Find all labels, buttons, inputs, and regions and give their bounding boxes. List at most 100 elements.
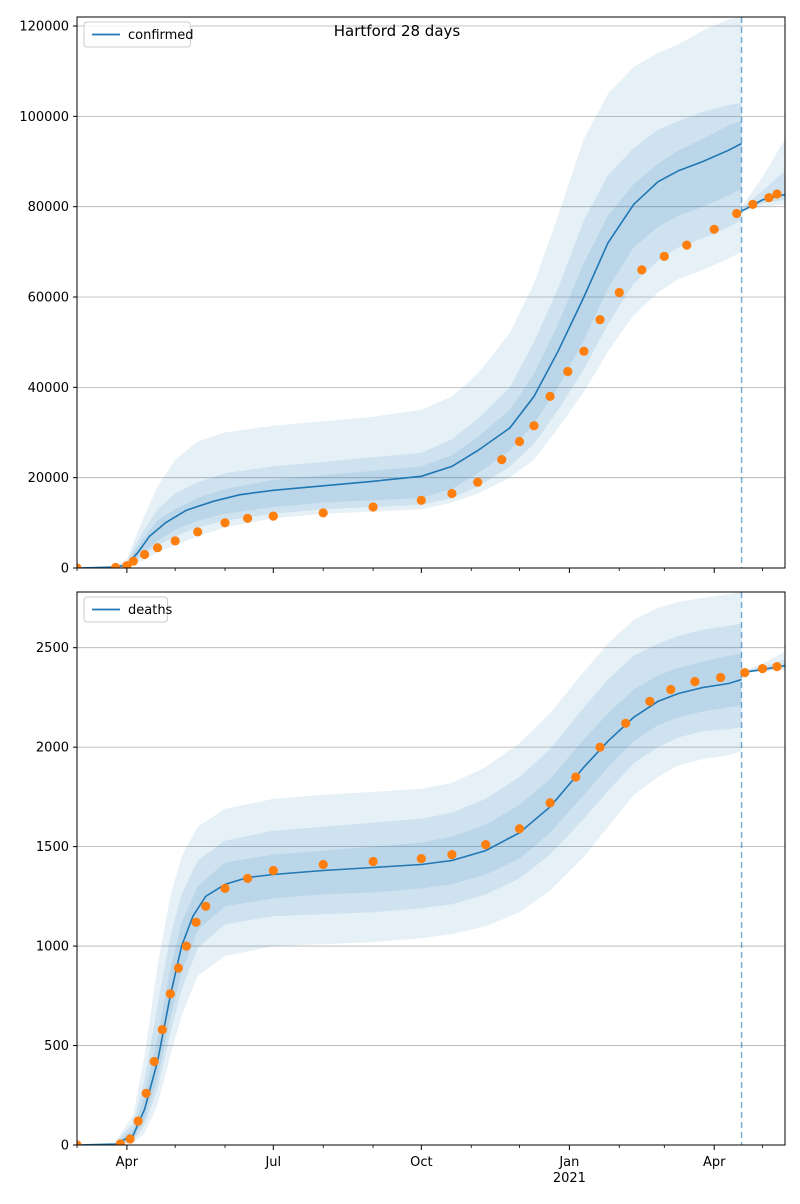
observed-point [152, 543, 163, 553]
observed-point [318, 859, 328, 870]
observed-point [757, 664, 768, 674]
observed-point [659, 251, 669, 261]
x-tick-label: Jul [264, 1155, 281, 1170]
observed-point [481, 840, 491, 850]
observed-point [77, 1140, 82, 1145]
y-tick-label: 2000 [36, 741, 69, 756]
observed-point [243, 873, 253, 884]
observed-point [191, 917, 201, 927]
chart-title: Hartford 28 days [334, 22, 461, 40]
observed-point [690, 676, 700, 687]
uncertainty-band-inner [115, 120, 742, 568]
observed-point [545, 798, 555, 808]
observed-point [77, 563, 82, 568]
observed-point [563, 366, 573, 377]
observed-point [416, 495, 426, 505]
observed-point [595, 315, 605, 325]
observed-point [220, 883, 230, 894]
axes-frame [76, 16, 786, 569]
observed-point [732, 208, 742, 219]
observed-point [157, 1025, 167, 1035]
observed-point [447, 488, 457, 499]
legend-box [83, 21, 191, 48]
observed-point [748, 199, 758, 209]
observed-point [133, 1116, 143, 1126]
observed-point [514, 824, 525, 834]
observed-point [220, 518, 230, 528]
observed-point [368, 856, 378, 867]
plot-area [77, 592, 785, 1145]
y-tick-label: 20000 [28, 471, 69, 486]
x-tick-label: Jan [558, 1155, 579, 1170]
observed-point [128, 556, 138, 566]
legend-label: confirmed [128, 28, 194, 43]
observed-point [125, 1134, 135, 1144]
observed-point [514, 436, 525, 447]
legend-box [83, 596, 169, 623]
observed-point [682, 240, 692, 250]
observed-point [243, 513, 253, 523]
observed-point [318, 508, 328, 518]
observed-point [268, 865, 278, 876]
y-tick-label: 40000 [28, 381, 69, 396]
confirmed-panel: 0 20000 40000 60000 80000 100000 120000 confirm… [19, 16, 786, 577]
observed-point [140, 549, 150, 560]
observed-point [165, 989, 175, 999]
observed-point [645, 696, 655, 707]
uncertainty-band-inner [115, 653, 742, 1145]
x-tick-sublabel: 2021 [553, 1171, 586, 1186]
observed-point [111, 562, 121, 568]
median-line [77, 678, 742, 1145]
x-tick-label: Apr [116, 1155, 139, 1170]
median-line [77, 142, 742, 568]
legend: deaths [83, 596, 173, 623]
legend-label: deaths [128, 603, 173, 618]
uncertainty-band-outer [115, 592, 742, 1145]
observed-point [497, 455, 507, 465]
y-tick-label: 1500 [36, 840, 69, 855]
plot-area [77, 17, 785, 568]
observed-point [772, 662, 782, 672]
x-tick-label: Apr [703, 1155, 726, 1170]
observed-point [193, 527, 203, 537]
y-tick-label: 60000 [28, 291, 69, 306]
observed-point [141, 1088, 151, 1098]
observed-point [666, 684, 676, 695]
y-tick-label: 120000 [19, 20, 69, 35]
observed-point [545, 391, 555, 401]
observed-point [529, 421, 539, 431]
observed-point [416, 854, 426, 864]
observed-point [173, 963, 183, 973]
observed-point [740, 668, 750, 678]
y-tick-label: 500 [44, 1039, 69, 1054]
x-tick-label: Oct [410, 1155, 432, 1170]
uncertainty-band-middle [115, 623, 742, 1145]
y-tick-label: 80000 [28, 200, 69, 215]
observed-point [268, 511, 278, 521]
observed-point [621, 718, 631, 728]
legend: confirmed [83, 21, 194, 48]
observed-point [764, 193, 774, 203]
y-tick-label: 0 [61, 1139, 69, 1154]
observed-point [368, 502, 378, 512]
y-tick-label: 0 [61, 562, 69, 577]
observed-point [201, 901, 211, 911]
observed-point [595, 742, 605, 752]
y-tick-label: 2500 [36, 641, 69, 656]
uncertainty-band-middle [115, 102, 742, 568]
observed-point [170, 536, 180, 546]
observed-point [447, 850, 457, 860]
axes-frame [76, 591, 786, 1146]
observed-point [637, 265, 647, 275]
observed-point [579, 346, 589, 356]
observed-point [614, 287, 624, 298]
observed-point [149, 1056, 159, 1067]
observed-point [716, 672, 726, 683]
uncertainty-band-outer [115, 17, 742, 568]
observed-point [181, 941, 191, 951]
observed-point [571, 772, 581, 782]
observed-point [709, 224, 719, 234]
